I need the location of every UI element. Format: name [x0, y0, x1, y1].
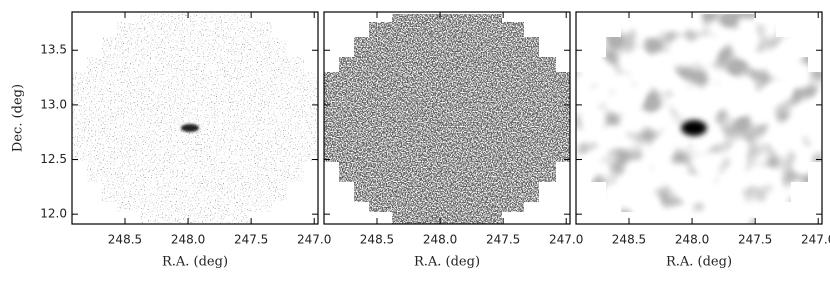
smoothed-density — [576, 14, 822, 224]
density-map — [576, 14, 822, 224]
x-tick-label: 248.0 — [171, 233, 205, 247]
x-axis-label: R.A. (deg) — [414, 255, 480, 270]
x-tick-label: 247.5 — [234, 233, 268, 247]
x-tick-label: 248.5 — [612, 233, 646, 247]
density-map — [72, 14, 318, 224]
overdensity — [681, 120, 707, 136]
x-tick-label: 247.5 — [738, 233, 772, 247]
x-tick-label: 247.0 — [549, 233, 583, 247]
density-map — [324, 14, 570, 224]
y-tick-label: 12.0 — [40, 207, 67, 221]
y-axis-label: Dec. (deg) — [11, 84, 26, 152]
x-tick-label: 247.0 — [801, 233, 830, 247]
y-tick-label: 13.5 — [40, 43, 67, 57]
star-points — [324, 14, 570, 224]
frame — [71, 11, 319, 225]
smooth-map — [576, 14, 822, 224]
frame — [575, 11, 823, 225]
x-tick-label: 248.0 — [675, 233, 709, 247]
x-tick-label: 247.5 — [486, 233, 520, 247]
x-tick-label: 248.5 — [360, 233, 394, 247]
x-tick-label: 247.0 — [297, 233, 331, 247]
x-axis-label: R.A. (deg) — [666, 255, 732, 270]
y-tick-label: 13.0 — [40, 97, 67, 111]
x-tick-label: 248.0 — [423, 233, 457, 247]
x-axis-label: R.A. (deg) — [162, 255, 228, 270]
frame — [323, 11, 571, 225]
star-points — [72, 14, 318, 224]
y-tick-label: 12.5 — [40, 152, 67, 166]
x-tick-label: 248.5 — [108, 233, 142, 247]
overdensity — [181, 124, 199, 132]
